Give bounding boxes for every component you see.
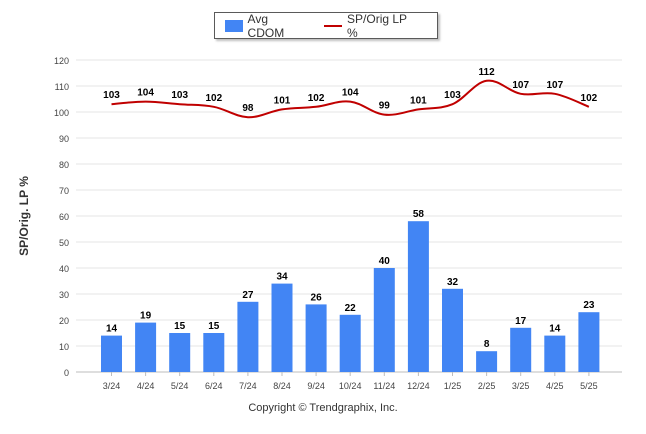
bar bbox=[237, 301, 259, 372]
bar bbox=[578, 312, 600, 372]
line-data-label: 99 bbox=[379, 101, 391, 112]
line-data-label: 104 bbox=[342, 88, 359, 99]
bar-data-label: 34 bbox=[276, 272, 288, 283]
line-data-label: 103 bbox=[444, 90, 461, 101]
bar-data-label: 14 bbox=[106, 324, 118, 335]
bar-data-label: 8 bbox=[484, 339, 490, 350]
x-tick-label: 7/24 bbox=[239, 381, 257, 391]
bar-data-label: 19 bbox=[140, 311, 152, 322]
y-tick-label: 70 bbox=[59, 186, 69, 196]
x-tick-label: 4/24 bbox=[137, 381, 155, 391]
y-tick-label: 30 bbox=[59, 290, 69, 300]
y-tick-label: 20 bbox=[59, 316, 69, 326]
bar bbox=[544, 335, 566, 372]
bar bbox=[442, 288, 463, 372]
x-tick-label: 9/24 bbox=[307, 381, 325, 391]
y-tick-label: 0 bbox=[64, 368, 69, 378]
bar-data-label: 32 bbox=[447, 277, 459, 288]
line-series bbox=[111, 79, 590, 119]
legend-item-line: SP/Orig LP % bbox=[324, 12, 419, 40]
line-data-label: 101 bbox=[274, 95, 291, 106]
line-data-label: 98 bbox=[242, 103, 254, 114]
x-tick-label: 12/24 bbox=[407, 381, 430, 391]
y-tick-label: 60 bbox=[59, 212, 69, 222]
bar-data-label: 40 bbox=[379, 256, 391, 267]
y-tick-label: 50 bbox=[59, 238, 69, 248]
x-tick-label: 11/24 bbox=[373, 381, 395, 391]
legend-line-label: SP/Orig LP % bbox=[347, 11, 407, 40]
legend-bar-label: Avg CDOM bbox=[247, 11, 285, 40]
line-data-label: 103 bbox=[171, 90, 188, 101]
line-data-label: 102 bbox=[308, 93, 325, 104]
legend-bar-swatch bbox=[225, 19, 243, 32]
bar-data-label: 26 bbox=[311, 292, 323, 303]
legend: Avg CDOM SP/Orig LP % bbox=[214, 12, 438, 40]
x-tick-label: 8/24 bbox=[273, 381, 291, 391]
line-data-label: 107 bbox=[546, 80, 563, 91]
legend-line-swatch bbox=[324, 24, 343, 27]
bar-data-label: 58 bbox=[413, 209, 425, 220]
bar-data-label: 27 bbox=[242, 290, 254, 301]
legend-item-bar: Avg CDOM bbox=[225, 12, 306, 40]
y-tick-label: 120 bbox=[54, 56, 69, 66]
bar bbox=[101, 335, 122, 372]
bar-data-label: 14 bbox=[549, 324, 561, 335]
bar-data-label: 23 bbox=[583, 300, 595, 311]
bar bbox=[407, 221, 429, 372]
y-tick-label: 40 bbox=[59, 264, 69, 274]
copyright-credit: Copyright © Trendgraphix, Inc. bbox=[248, 402, 398, 414]
bar-data-label: 17 bbox=[515, 316, 527, 327]
x-tick-label: 5/24 bbox=[171, 381, 189, 391]
bar bbox=[135, 322, 157, 372]
x-tick-label: 10/24 bbox=[339, 381, 362, 391]
line-data-label: 107 bbox=[512, 80, 529, 91]
line-data-label: 102 bbox=[581, 93, 598, 104]
bar bbox=[510, 327, 532, 372]
x-tick-label: 2/25 bbox=[478, 381, 496, 391]
bar bbox=[305, 304, 327, 372]
bar bbox=[271, 283, 293, 372]
bar-data-label: 22 bbox=[345, 303, 357, 314]
y-axis-label: SP/Orig. LP % bbox=[17, 176, 31, 256]
bar bbox=[203, 333, 225, 372]
line-data-label: 103 bbox=[103, 90, 120, 101]
line-data-label: 101 bbox=[410, 95, 427, 106]
line-data-label: 104 bbox=[137, 88, 154, 99]
x-tick-label: 3/24 bbox=[103, 381, 121, 391]
bar-data-label: 15 bbox=[174, 321, 186, 332]
x-tick-label: 4/25 bbox=[546, 381, 564, 391]
x-tick-label: 3/25 bbox=[512, 381, 530, 391]
y-tick-label: 90 bbox=[59, 134, 69, 144]
y-tick-label: 100 bbox=[54, 108, 69, 118]
y-tick-label: 80 bbox=[59, 160, 69, 170]
x-tick-label: 5/25 bbox=[580, 381, 598, 391]
bar bbox=[169, 333, 191, 372]
line-data-label: 112 bbox=[479, 67, 496, 78]
bar bbox=[476, 351, 498, 372]
bar bbox=[373, 268, 395, 372]
y-tick-label: 10 bbox=[59, 342, 69, 352]
line-data-label: 102 bbox=[205, 93, 222, 104]
x-tick-label: 1/25 bbox=[444, 381, 462, 391]
y-tick-label: 110 bbox=[55, 82, 69, 92]
bar bbox=[339, 314, 361, 372]
bar-data-label: 15 bbox=[208, 321, 220, 332]
x-tick-label: 6/24 bbox=[205, 381, 223, 391]
